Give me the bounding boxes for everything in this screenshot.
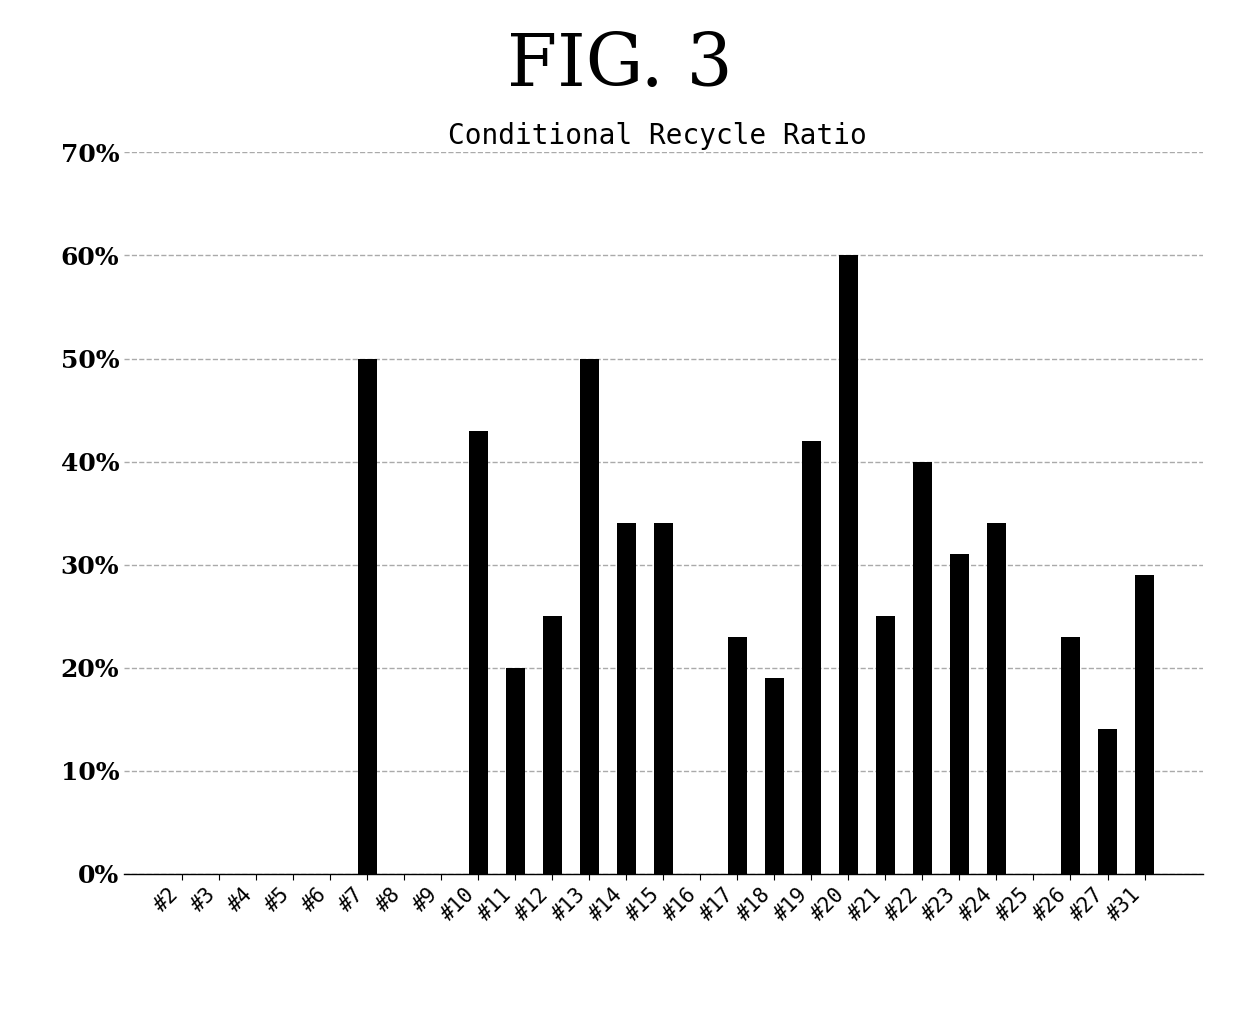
Text: Conditional Recycle Ratio: Conditional Recycle Ratio	[448, 122, 867, 150]
Bar	[728, 637, 746, 874]
Text: FIG. 3: FIG. 3	[507, 30, 733, 101]
Bar	[950, 555, 968, 874]
Bar	[987, 523, 1006, 874]
Bar	[506, 668, 525, 874]
Bar	[802, 441, 821, 874]
Bar	[765, 678, 784, 874]
Bar	[469, 431, 487, 874]
Bar	[1136, 575, 1153, 874]
Bar	[543, 616, 562, 874]
Bar	[913, 461, 931, 874]
Bar	[877, 616, 895, 874]
Bar	[655, 523, 672, 874]
Bar	[358, 359, 377, 874]
Bar	[1099, 729, 1117, 874]
Bar	[1061, 637, 1080, 874]
Bar	[618, 523, 636, 874]
Bar	[839, 255, 858, 874]
Bar	[580, 359, 599, 874]
